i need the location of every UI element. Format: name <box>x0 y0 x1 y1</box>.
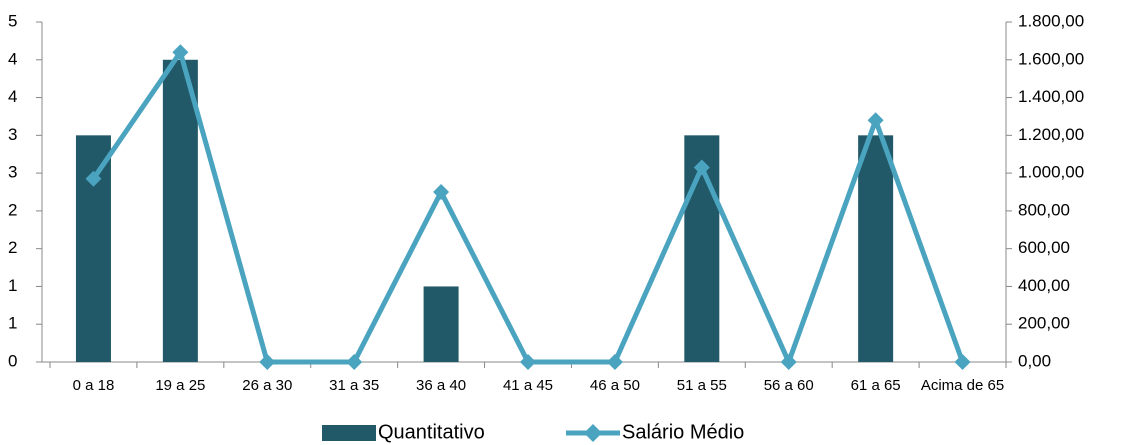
y2-tick-label: 1.600,00 <box>1018 49 1084 68</box>
x-tick-label: Acima de 65 <box>920 377 1005 394</box>
x-tick-label: 46 a 50 <box>589 377 640 394</box>
legend-swatch <box>322 425 376 441</box>
marker <box>346 354 363 370</box>
x-tick-label: 31 a 35 <box>329 377 380 394</box>
y-tick-label: 4 <box>8 49 17 68</box>
marker <box>867 112 884 129</box>
x-tick-label: 41 a 45 <box>502 377 554 394</box>
marker <box>259 354 276 370</box>
bar <box>75 135 111 362</box>
y2-tick-label: 600,00 <box>1018 238 1070 257</box>
bar <box>858 135 894 362</box>
marker <box>780 354 797 370</box>
x-tick-label: 19 a 25 <box>155 377 206 394</box>
y2-tick-label: 1.400,00 <box>1018 87 1084 106</box>
y-tick-label: 2 <box>8 238 17 257</box>
marker <box>693 159 710 176</box>
marker <box>433 184 450 200</box>
legend-swatch <box>584 424 602 442</box>
marker <box>520 354 536 370</box>
legend-label: Salário Médio <box>622 421 744 443</box>
y2-tick-label: 1.000,00 <box>1018 163 1084 182</box>
x-tick-label: 61 a 65 <box>850 377 901 394</box>
x-tick-label: 36 a 40 <box>416 377 467 394</box>
y2-tick-label: 800,00 <box>1018 200 1070 219</box>
marker <box>954 354 971 370</box>
y2-tick-label: 1.800,00 <box>1018 11 1084 30</box>
y-tick-label: 1 <box>8 276 17 295</box>
x-tick-label: 26 a 30 <box>242 377 293 394</box>
y2-tick-label: 400,00 <box>1018 276 1070 295</box>
y-tick-label: 1 <box>8 314 17 333</box>
x-tick-label: 56 a 60 <box>763 377 814 394</box>
y-tick-label: 5 <box>8 11 17 30</box>
x-tick-label: 0 a 18 <box>72 377 115 394</box>
bar <box>423 286 459 362</box>
marker <box>85 170 102 187</box>
y-tick-label: 3 <box>8 163 17 182</box>
y-tick-label: 4 <box>8 87 17 106</box>
y-tick-label: 2 <box>8 200 17 219</box>
y-tick-label: 0 <box>8 351 17 370</box>
legend-label: Quantitativo <box>378 421 485 443</box>
y-tick-label: 3 <box>8 125 17 144</box>
x-tick-label: 51 a 55 <box>676 377 727 394</box>
y2-tick-label: 200,00 <box>1018 314 1070 333</box>
y2-tick-label: 1.200,00 <box>1018 125 1084 144</box>
marker <box>172 44 189 61</box>
line <box>91 46 965 369</box>
y2-tick-label: 0,00 <box>1018 351 1051 370</box>
marker <box>606 354 623 370</box>
bar <box>162 59 198 363</box>
